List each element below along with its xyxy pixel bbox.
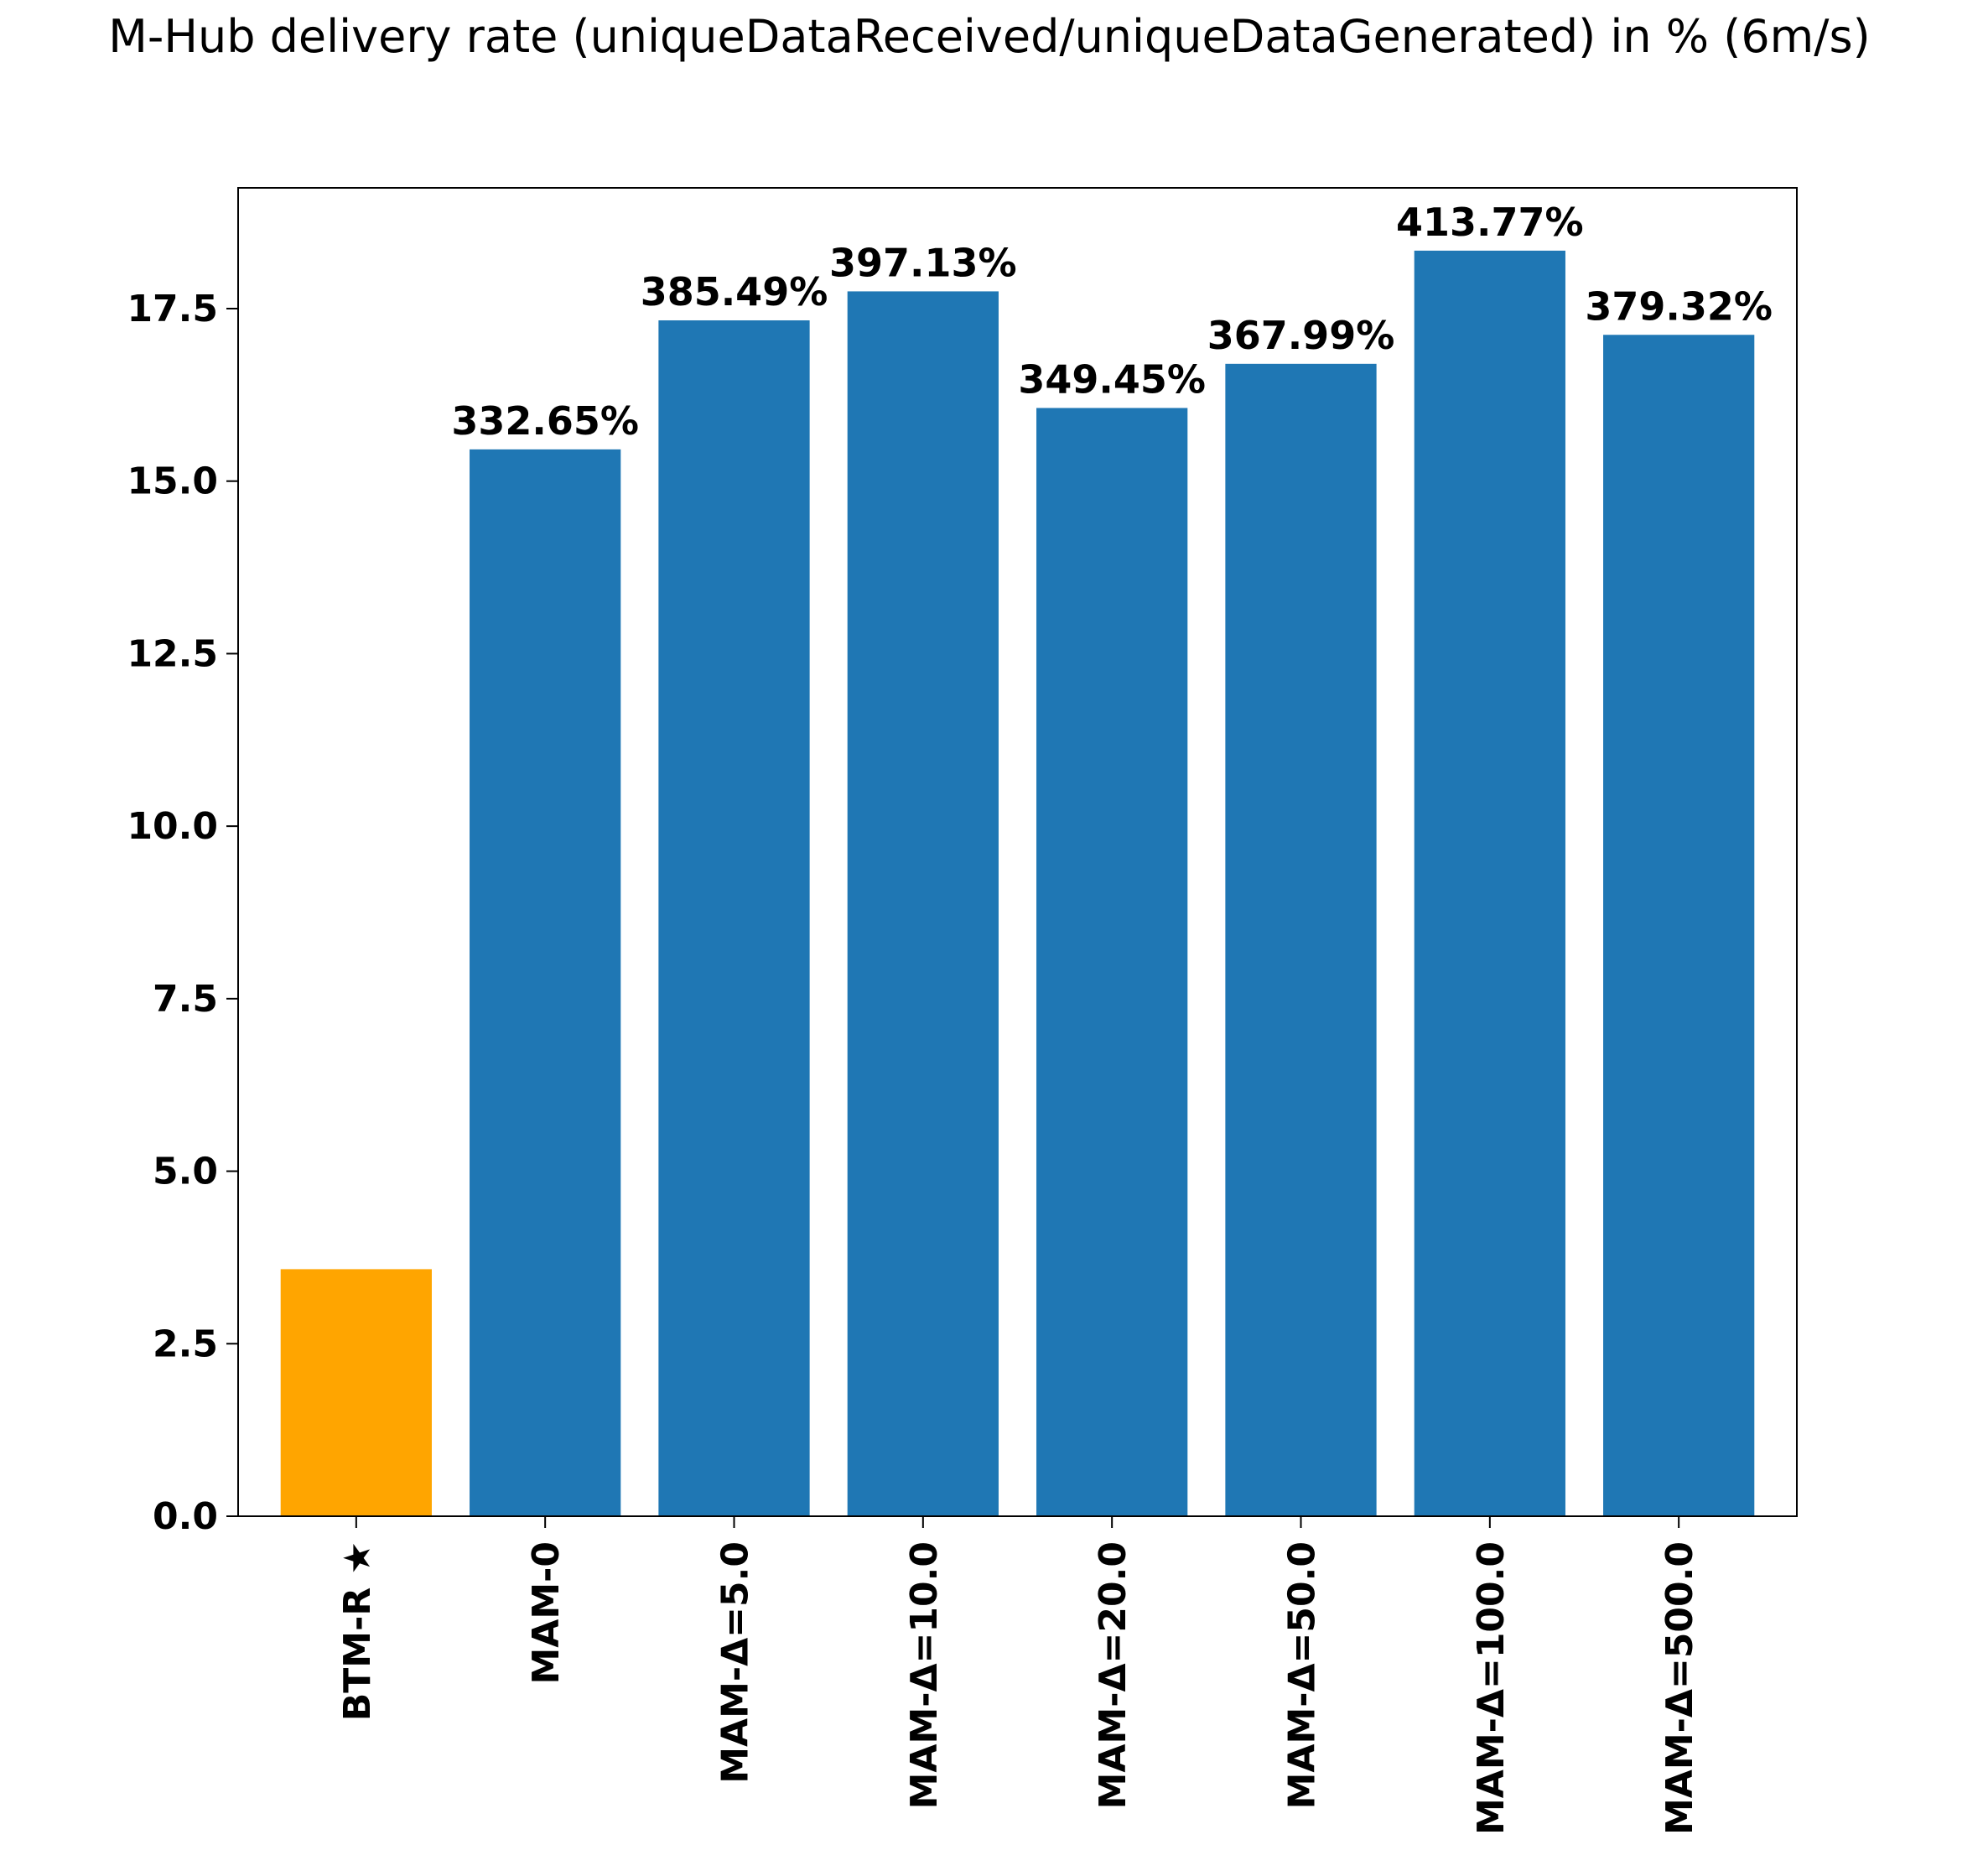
bar-value-label: 397.13% (829, 240, 1017, 285)
bar-value-label: 332.65% (451, 398, 639, 444)
y-tick-label: 17.5 (127, 288, 218, 330)
x-tick-label: MAM-0 (525, 1541, 568, 1685)
y-tick-label: 0.0 (153, 1495, 218, 1538)
y-tick-label: 2.5 (153, 1323, 218, 1365)
x-axis: BTM-R ★ MAM-0 MAM-Δ=5.0 MAM-Δ=10.0 MAM-Δ=20.… (336, 1516, 1701, 1835)
y-axis: 0.0 2.5 5.0 7.5 10.0 12.5 15.0 17.5 (127, 288, 238, 1538)
bar (847, 291, 999, 1516)
bar (1603, 335, 1755, 1517)
bar (1225, 363, 1377, 1516)
bar (280, 1269, 432, 1516)
bar-value-label: 349.45% (1018, 356, 1206, 402)
bar-value-label: 367.99% (1207, 313, 1395, 358)
bar (658, 320, 810, 1517)
chart-title: M-Hub delivery rate (uniqueDataReceived/… (108, 10, 1870, 63)
x-tick-label: MAM-Δ=20.0 (1092, 1541, 1134, 1809)
bar-value-label: 413.77% (1396, 200, 1584, 245)
bar-labels-group: 332.65% 385.49%397.13% 349.45%367.99% 413.7… (451, 200, 1773, 444)
x-tick-label: MAM-Δ=500.0 (1659, 1541, 1701, 1835)
y-tick-label: 12.5 (127, 632, 218, 675)
plot-frame (237, 187, 1798, 1517)
bar (1036, 408, 1188, 1516)
bar-value-label: 385.49% (641, 269, 828, 314)
y-tick-label: 15.0 (127, 460, 218, 503)
y-tick-label: 10.0 (127, 805, 218, 848)
x-tick-label: BTM-R ★ (336, 1541, 379, 1721)
x-tick-label: MAM-Δ=5.0 (714, 1541, 757, 1784)
x-tick-label: MAM-Δ=50.0 (1281, 1541, 1324, 1809)
x-tick-label: MAM-Δ=10.0 (903, 1541, 946, 1809)
bar (1414, 250, 1565, 1516)
y-tick-label: 7.5 (153, 978, 218, 1021)
bar (470, 449, 621, 1517)
bars-group (280, 250, 1755, 1517)
bar-value-label: 379.32% (1585, 283, 1773, 329)
x-tick-label: MAM-Δ=100.0 (1470, 1541, 1513, 1835)
y-tick-label: 5.0 (153, 1151, 218, 1193)
